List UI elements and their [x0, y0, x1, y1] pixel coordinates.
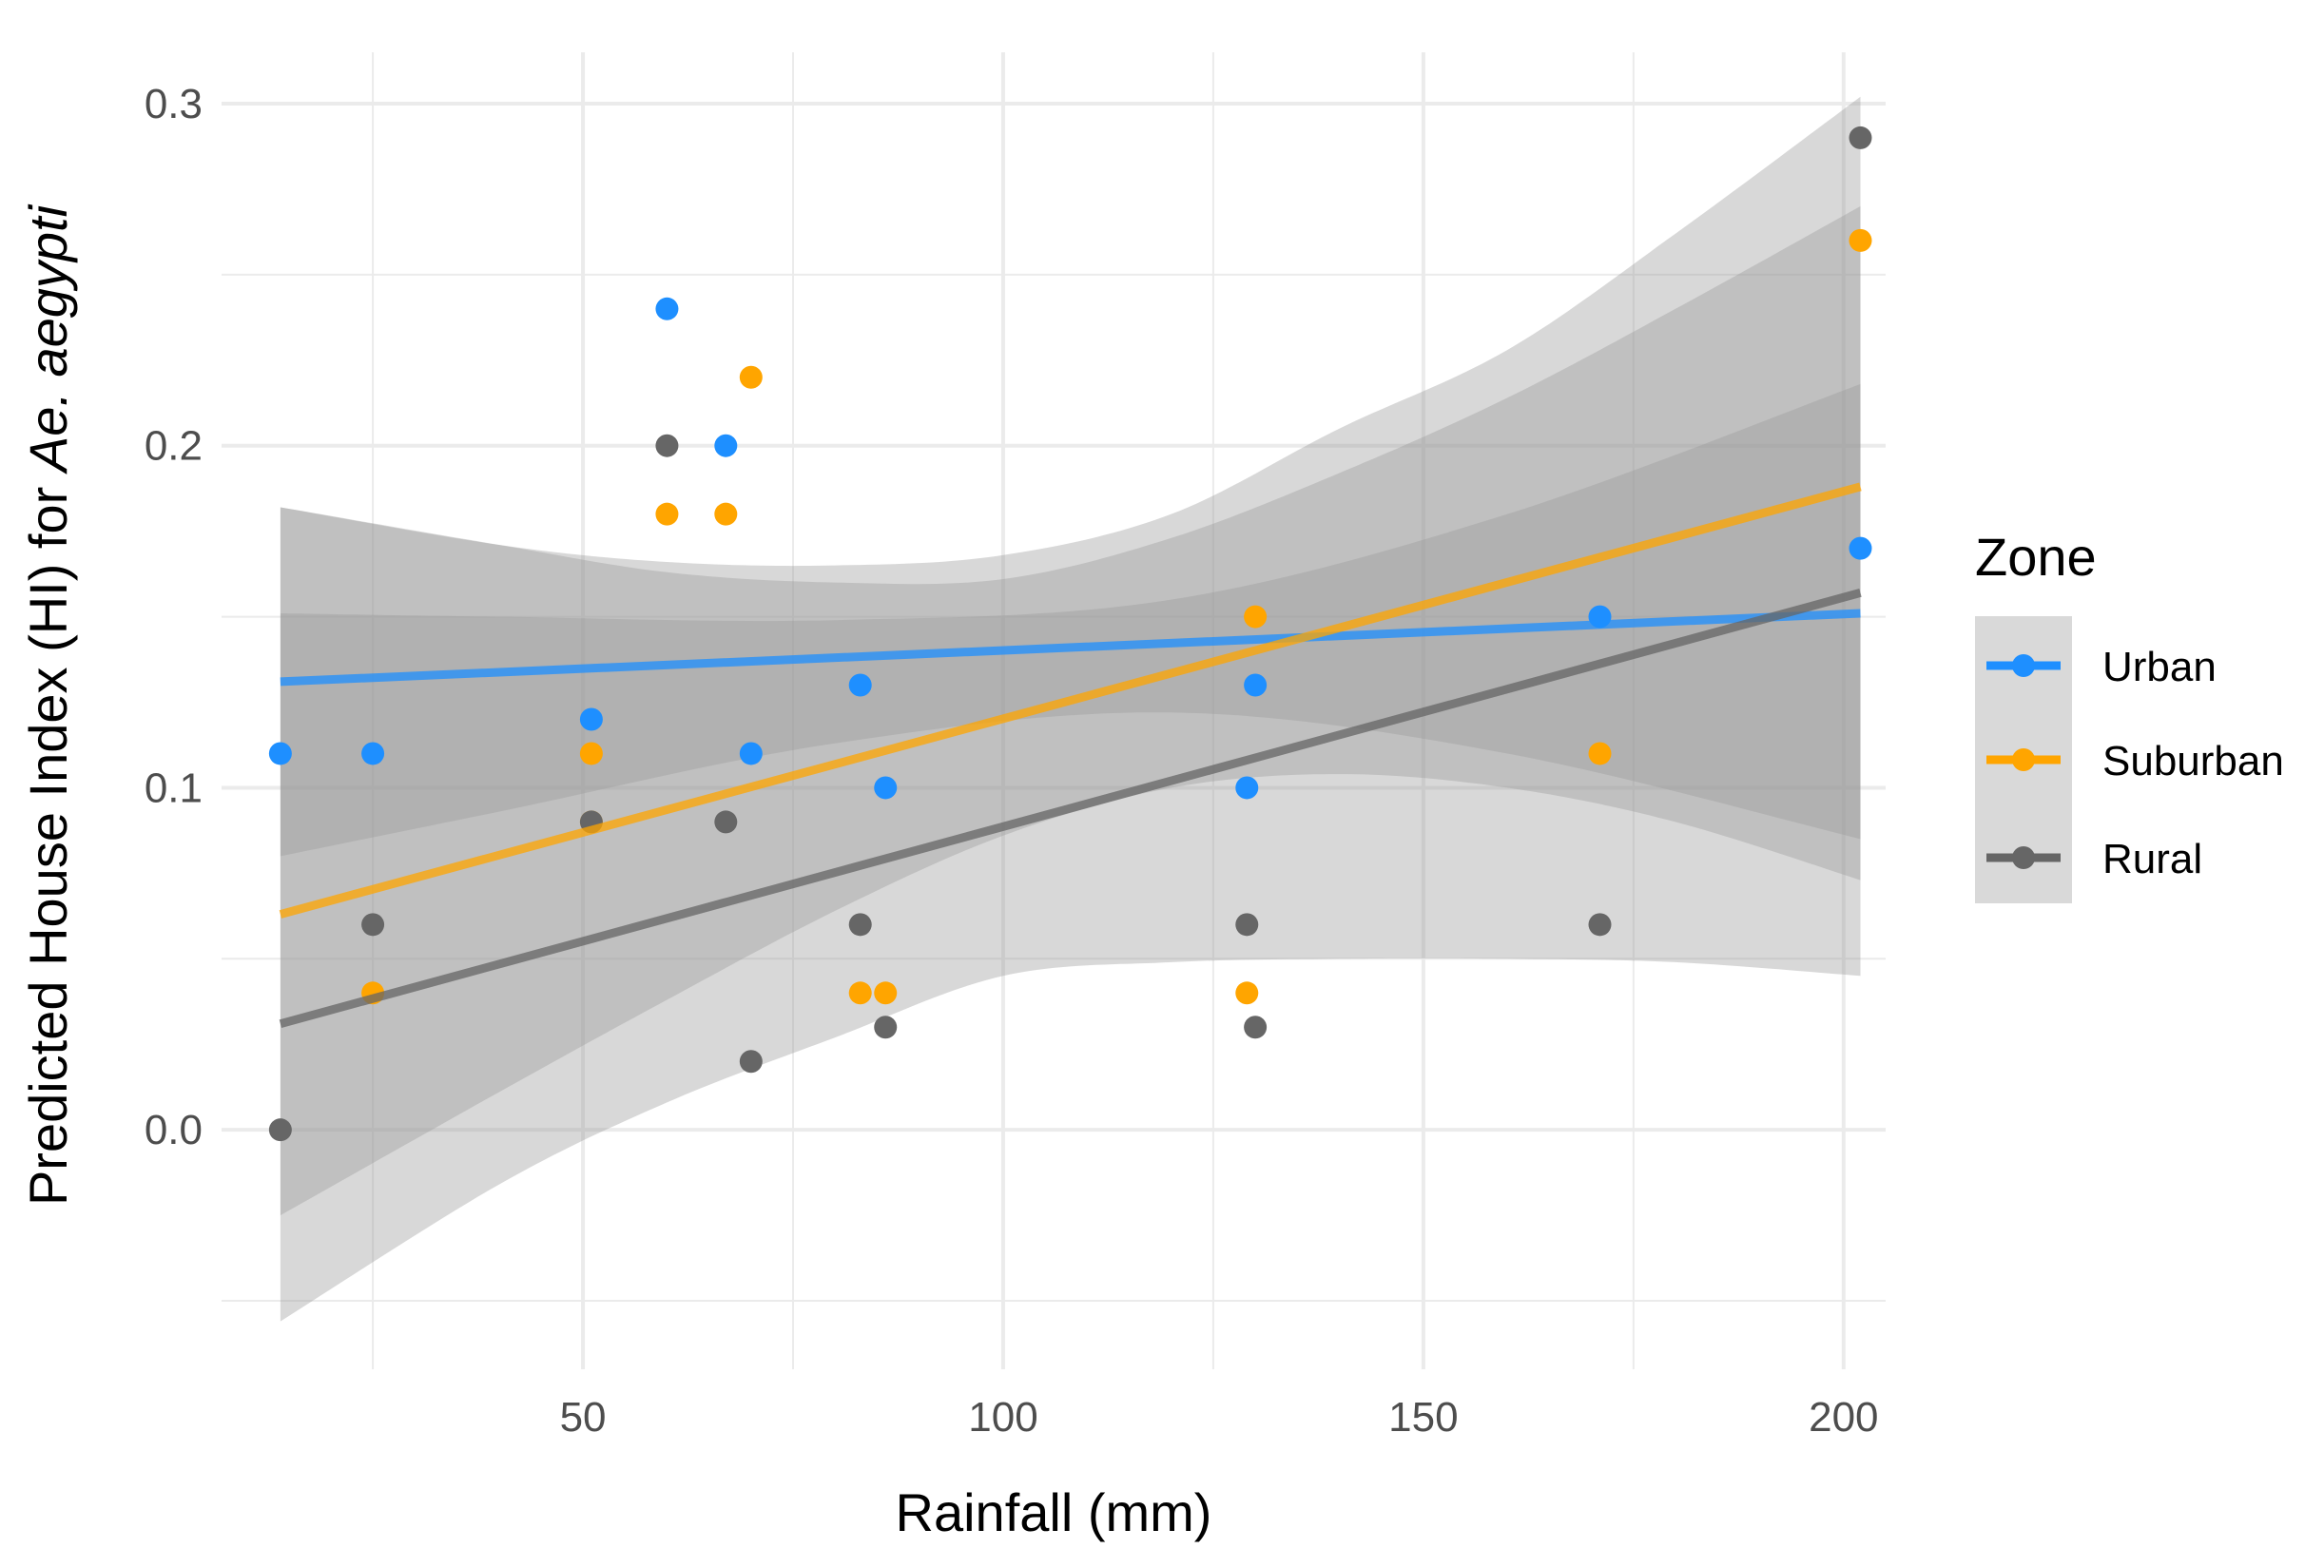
- y-tick-label: 0.2: [145, 423, 203, 470]
- data-point-rural: [848, 913, 872, 937]
- y-tick-label: 0.0: [145, 1107, 203, 1153]
- data-point-suburban: [1588, 742, 1612, 765]
- grid: [222, 52, 1886, 1369]
- data-point-rural: [361, 913, 385, 937]
- confidence-ribbons: [280, 96, 1861, 1322]
- data-point-rural: [714, 810, 738, 834]
- data-point-urban: [1849, 536, 1872, 560]
- data-point-urban: [361, 742, 385, 765]
- y-axis-title-main: Predicted House Index (HI) for: [18, 472, 78, 1206]
- data-point-urban: [268, 742, 292, 765]
- data-point-suburban: [1849, 228, 1872, 252]
- y-tick-label: 0.3: [145, 81, 203, 127]
- data-point-rural: [655, 434, 679, 457]
- legend: Zone Urban Suburban Rural: [1975, 527, 2284, 903]
- data-point-urban: [874, 776, 898, 800]
- data-point-suburban: [579, 742, 603, 765]
- data-point-suburban: [655, 502, 679, 526]
- fit-line-urban: [280, 609, 1861, 687]
- x-axis-title: Rainfall (mm): [896, 1482, 1212, 1542]
- data-point-urban: [848, 673, 872, 697]
- data-point-rural: [1235, 913, 1259, 937]
- legend-label-rural: Rural: [2102, 836, 2202, 882]
- data-point-urban: [655, 297, 679, 320]
- ci-ribbon-suburban: [280, 205, 1861, 1216]
- legend-items: Urban Suburban Rural: [1986, 644, 2284, 882]
- fit-line-rural: [279, 589, 1862, 1029]
- data-point-suburban: [848, 981, 872, 1005]
- y-axis-title-species: Ae. aegypti: [18, 203, 78, 474]
- legend-key-point-suburban: [2012, 748, 2035, 771]
- data-point-urban: [714, 434, 738, 457]
- data-point-rural: [1588, 913, 1612, 937]
- legend-key-point-urban: [2012, 654, 2035, 677]
- data-point-rural: [1849, 126, 1872, 149]
- data-point-rural: [1244, 1016, 1268, 1039]
- data-point-suburban: [1235, 981, 1259, 1005]
- tick-labels: 50 100 150 200 0.0 0.1 0.2 0.3: [145, 81, 1879, 1441]
- legend-label-urban: Urban: [2102, 644, 2217, 690]
- data-point-suburban: [739, 365, 763, 389]
- data-point-rural: [739, 1050, 763, 1074]
- data-point-urban: [579, 707, 603, 731]
- y-axis-title: Predicted House Index (HI) for Ae. aegyp…: [18, 203, 78, 1206]
- data-point-suburban: [1244, 605, 1268, 629]
- fit-lines: [279, 482, 1862, 1029]
- x-tick-label: 50: [560, 1394, 607, 1441]
- ci-ribbon-rural: [280, 96, 1861, 1322]
- y-tick-label: 0.1: [145, 765, 203, 811]
- legend-title: Zone: [1975, 527, 2097, 587]
- data-point-urban: [1244, 673, 1268, 697]
- data-point-urban: [1235, 776, 1259, 800]
- data-point-suburban: [874, 981, 898, 1005]
- data-point-rural: [268, 1118, 292, 1142]
- x-tick-label: 100: [968, 1394, 1037, 1441]
- data-point-suburban: [714, 502, 738, 526]
- fit-line-suburban: [279, 482, 1862, 919]
- data-point-urban: [739, 742, 763, 765]
- x-tick-label: 150: [1388, 1394, 1458, 1441]
- x-tick-label: 200: [1809, 1394, 1878, 1441]
- legend-key-point-rural: [2012, 846, 2035, 869]
- data-points: [268, 126, 1872, 1142]
- data-point-rural: [874, 1016, 898, 1039]
- ci-ribbon-urban: [280, 383, 1861, 857]
- legend-label-suburban: Suburban: [2102, 738, 2284, 784]
